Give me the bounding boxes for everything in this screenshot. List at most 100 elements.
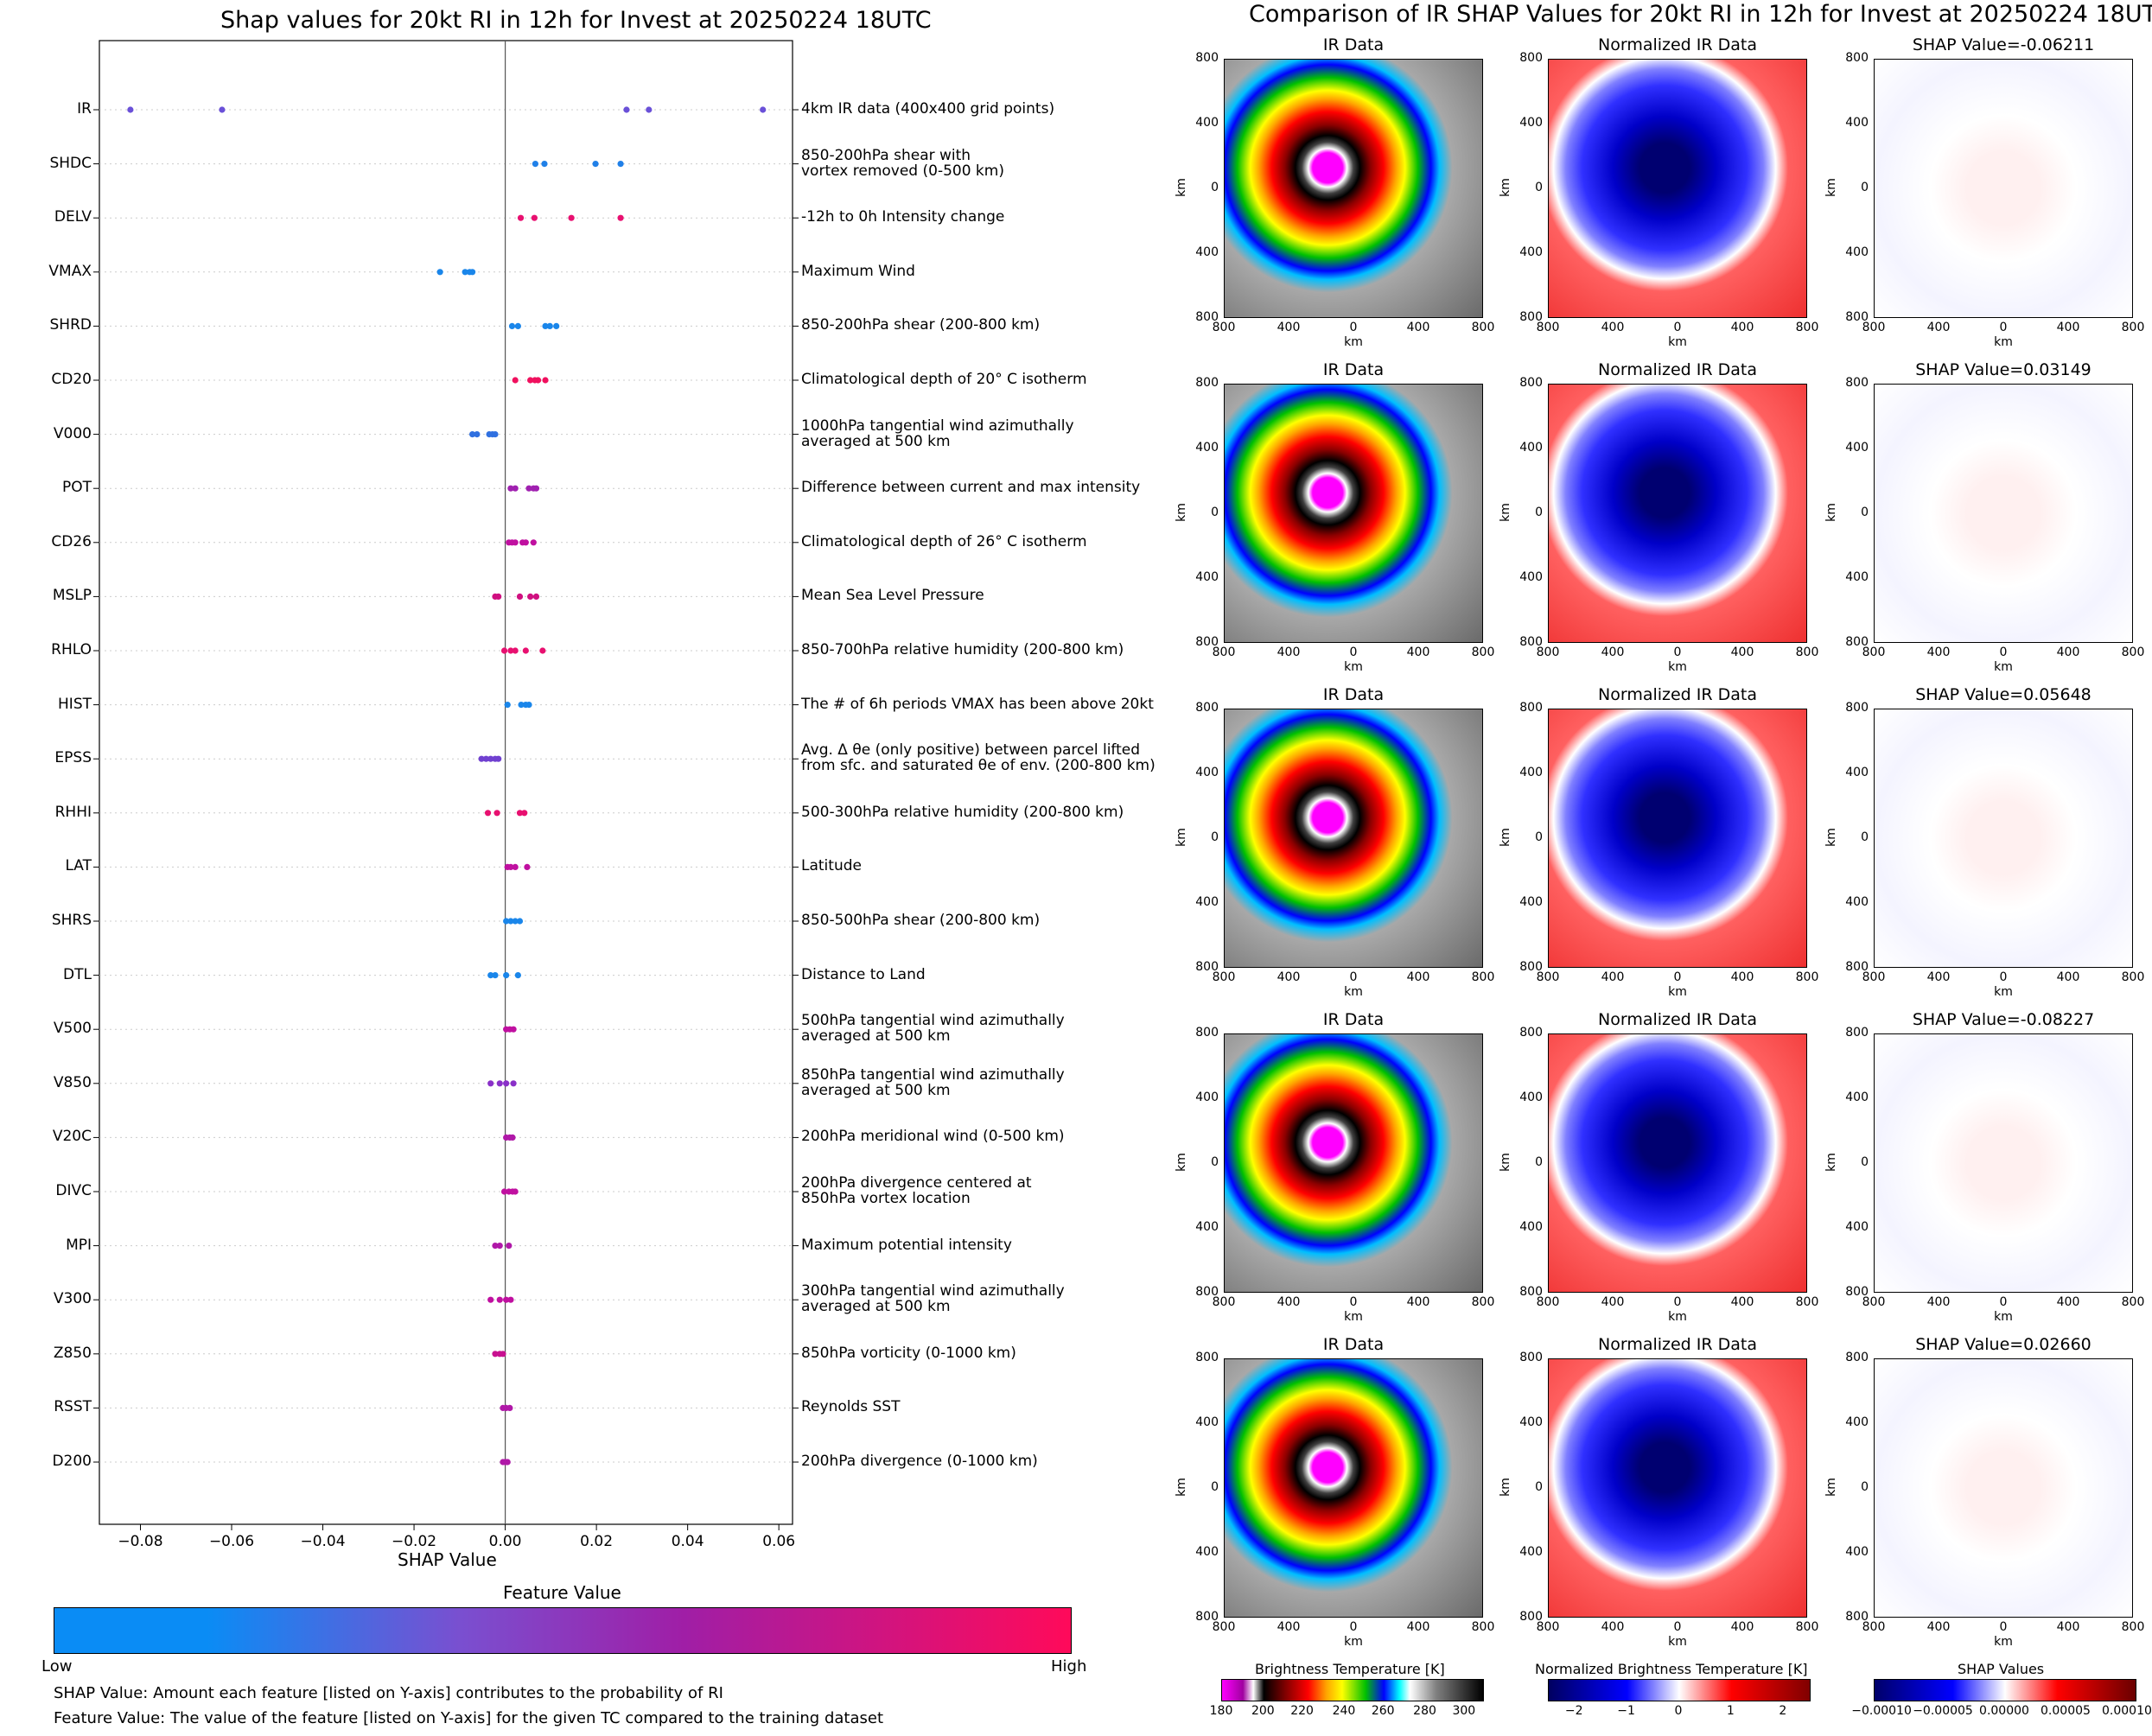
x-axis-unit: km — [1994, 1310, 2013, 1324]
x-tick-label: 0 — [1999, 1620, 2008, 1634]
shap-point — [592, 161, 599, 168]
x-tick-label: 800 — [2121, 321, 2145, 334]
x-tick-label: 0 — [1349, 1295, 1358, 1309]
shap-point — [503, 918, 510, 925]
x-tick-label: 0 — [1673, 321, 1682, 334]
shap-point — [646, 106, 653, 113]
x-tick-label: −0.04 — [300, 1533, 346, 1550]
x-tick-label: 400 — [1730, 1620, 1754, 1634]
y-axis-unit: km — [1175, 1153, 1188, 1172]
cbar-tick-label: 0.00000 — [1979, 1704, 2029, 1718]
x-tick-label: 0 — [1349, 645, 1358, 659]
x-tick-label: 400 — [1277, 970, 1301, 984]
shap-point — [532, 485, 540, 492]
x-tick-label: 800 — [1536, 1295, 1560, 1309]
feature-name: SHDC — [49, 154, 92, 172]
x-tick-label: 800 — [1212, 1295, 1236, 1309]
shap-point — [525, 702, 532, 709]
feature-description: Climatological depth of 20° C isotherm — [801, 371, 1087, 388]
shap-point — [469, 431, 476, 438]
x-tick-label: 800 — [1862, 970, 1886, 984]
ir-image — [1224, 1358, 1483, 1618]
normalized-ir-title: Normalized IR Data — [1598, 360, 1757, 379]
x-tick-label: 400 — [2056, 321, 2080, 334]
shap-point — [478, 755, 485, 762]
shap-point — [507, 1296, 514, 1303]
y-tick-label: 400 — [1519, 570, 1543, 584]
y-tick-label: 800 — [1845, 960, 1869, 974]
cbar-tick-label: −2 — [1564, 1704, 1583, 1718]
y-tick-label: 0 — [1861, 506, 1869, 519]
feature-name: V500 — [53, 1020, 92, 1038]
cbar-normalized-bt — [1548, 1679, 1811, 1701]
x-tick-label: 400 — [2056, 1295, 2080, 1309]
shap-point — [524, 863, 531, 871]
shap-point — [503, 1296, 510, 1303]
y-tick-label: 400 — [1519, 1545, 1543, 1559]
shap-point — [504, 1459, 511, 1466]
shap-value-title: SHAP Value=-0.08227 — [1912, 1010, 2095, 1029]
shap-point — [482, 755, 490, 762]
x-axis-unit: km — [1668, 335, 1687, 349]
x-tick-label: 0.02 — [580, 1533, 614, 1550]
shap-point — [518, 702, 525, 709]
shap-point — [522, 647, 529, 654]
shap-heatmap — [1874, 1033, 2133, 1293]
y-axis-ticks — [93, 109, 799, 1463]
shap-point — [495, 593, 502, 601]
x-tick-label: 0 — [1349, 970, 1358, 984]
y-tick-label: 800 — [1519, 701, 1543, 715]
x-tick-label: 400 — [1277, 1295, 1301, 1309]
normalized-ir-image — [1548, 1033, 1807, 1293]
y-tick-label: 0 — [1535, 1155, 1543, 1169]
y-tick-label: 400 — [1845, 245, 1869, 259]
y-tick-label: 800 — [1195, 701, 1219, 715]
y-tick-label: 800 — [1519, 51, 1543, 65]
shap-point — [462, 269, 468, 276]
x-tick-label: 400 — [1277, 1620, 1301, 1634]
ir-data-title: IR Data — [1322, 685, 1385, 704]
y-tick-label: 400 — [1519, 245, 1543, 259]
ir-data-title: IR Data — [1322, 35, 1385, 54]
x-tick-label: 400 — [1730, 1295, 1754, 1309]
shap-point — [500, 647, 508, 654]
shap-point — [500, 1351, 506, 1358]
feature-name: D200 — [52, 1453, 92, 1470]
feature-name: HIST — [58, 695, 92, 713]
normalized-ir-image — [1548, 709, 1807, 968]
shap-point — [516, 918, 524, 925]
y-axis-unit: km — [1824, 1478, 1838, 1497]
feature-description: Maximum Wind — [801, 262, 915, 280]
x-tick-label: 800 — [1795, 321, 1819, 334]
y-axis-unit: km — [1824, 1153, 1838, 1172]
x-tick-label: 800 — [1212, 645, 1236, 659]
feature-description: Reynolds SST — [801, 1398, 901, 1416]
x-axis-label: SHAP Value — [398, 1549, 497, 1570]
x-tick-label: 400 — [1406, 1620, 1430, 1634]
feature-name: SHRS — [51, 912, 92, 929]
shap-point — [542, 377, 549, 384]
shap-point — [531, 214, 538, 221]
y-tick-label: 800 — [1845, 1285, 1869, 1299]
feature-description: The # of 6h periods VMAX has been above … — [801, 695, 1154, 713]
feature-description: 500hPa tangential wind azimuthally avera… — [801, 1012, 1065, 1046]
x-tick-label: 800 — [1471, 321, 1495, 334]
x-tick-label: 800 — [1795, 645, 1819, 659]
shap-point — [516, 593, 524, 601]
y-tick-label: 400 — [1195, 441, 1219, 455]
x-tick-label: 400 — [1926, 1620, 1951, 1634]
y-tick-label: 800 — [1845, 635, 1869, 649]
y-axis-unit: km — [1824, 828, 1838, 847]
x-axis-unit: km — [1994, 1635, 2013, 1649]
shap-point — [487, 1080, 494, 1087]
normalized-ir-title: Normalized IR Data — [1598, 35, 1757, 54]
cbar-tick-label: 220 — [1290, 1704, 1314, 1718]
y-tick-label: 800 — [1519, 1026, 1543, 1040]
ir-data-title: IR Data — [1322, 1010, 1385, 1029]
feature-description: 200hPa divergence (0-1000 km) — [801, 1453, 1038, 1470]
y-axis-unit: km — [1499, 178, 1512, 197]
shap-point — [493, 810, 500, 817]
x-tick-label: 800 — [1471, 1620, 1495, 1634]
shap-point — [506, 1404, 513, 1411]
x-tick-label: 0.00 — [488, 1533, 522, 1550]
